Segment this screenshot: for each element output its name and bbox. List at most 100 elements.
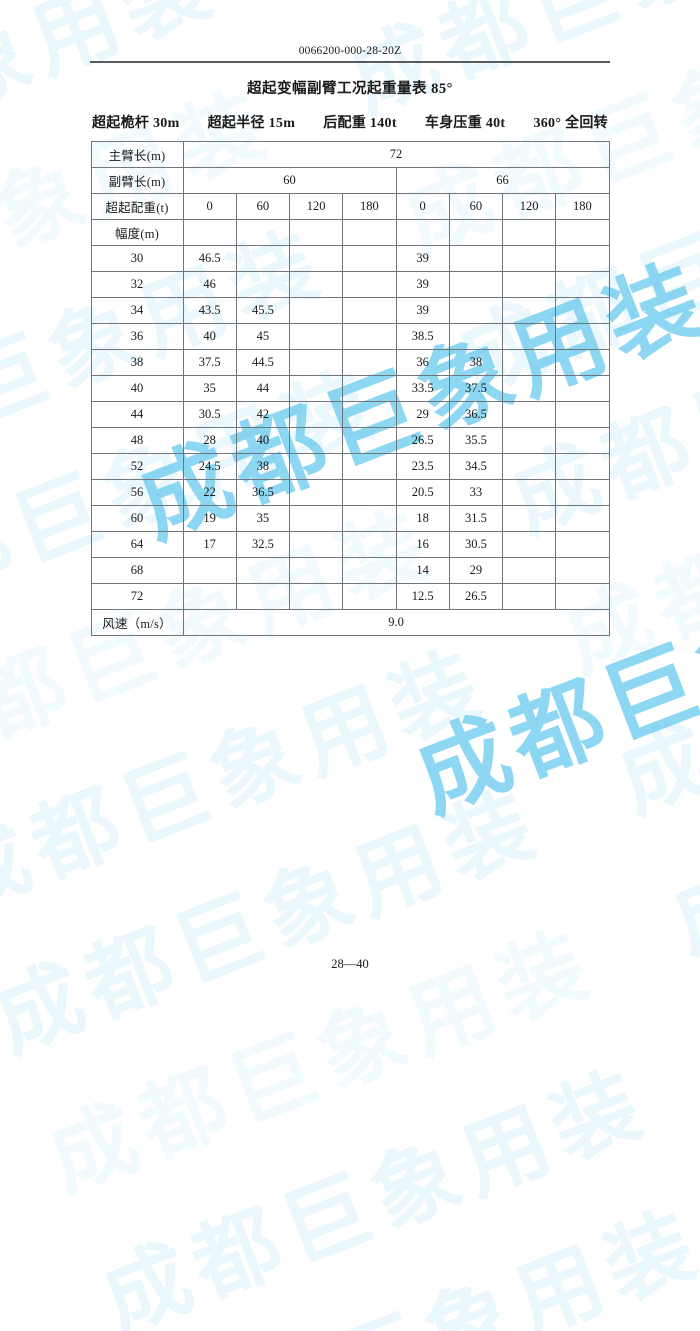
cell-radius: 60 (90, 504, 184, 532)
config-counterweight: 后配重 140t (323, 115, 397, 131)
cell-capacity: 42 (235, 400, 291, 428)
cell-capacity (501, 582, 557, 610)
cell-capacity (342, 322, 397, 350)
cell-capacity (501, 426, 557, 454)
cell-capacity: 39 (395, 270, 450, 298)
cell-capacity: 23.5 (395, 452, 450, 480)
cell-capacity: 22 (182, 478, 237, 506)
cell-capacity (555, 530, 610, 558)
cell-capacity: 33.5 (395, 374, 450, 402)
cell-capacity: 38.5 (395, 322, 450, 350)
config-radius: 超起半径 15m (207, 115, 296, 131)
table-row: 32 46 39 (90, 270, 610, 298)
cell-capacity: 36 (395, 348, 450, 376)
table-row: 36 40 45 38.5 (90, 322, 610, 350)
radius-header-spacer-6 (448, 218, 504, 246)
table-row: 64 17 32.5 16 30.5 (90, 530, 610, 558)
cell-capacity: 46 (182, 270, 237, 298)
cell-radius: 72 (90, 582, 184, 610)
header-rule (90, 61, 610, 63)
cell-capacity: 39 (395, 296, 450, 324)
cell-capacity (288, 530, 344, 558)
cell-capacity (235, 556, 291, 584)
cell-capacity (555, 452, 610, 480)
cell-capacity: 26.5 (448, 582, 504, 610)
row-wind-speed: 风速（m/s） 9.0 (90, 608, 610, 636)
cell-capacity (555, 244, 610, 272)
cell-capacity: 44.5 (235, 348, 291, 376)
label-jib-length: 副臂长(m) (90, 166, 184, 194)
config-mast: 超起桅杆 30m (92, 115, 180, 131)
cell-capacity: 40 (235, 426, 291, 454)
cell-capacity (555, 374, 610, 402)
configuration-line: 超起桅杆 30m 超起半径 15m 后配重 140t 车身压重 40t 360°… (92, 112, 608, 132)
cell-capacity: 45 (235, 322, 291, 350)
cell-capacity (448, 244, 504, 272)
label-superlift-counterweight: 超起配重(t) (90, 192, 184, 220)
cell-radius: 38 (90, 348, 184, 376)
cell-capacity: 43.5 (182, 296, 237, 324)
cell-capacity (342, 504, 397, 532)
radius-header-spacer-8 (555, 218, 610, 246)
cell-radius: 64 (90, 530, 184, 558)
table-row: 40 35 44 33.5 37.5 (90, 374, 610, 402)
radius-header-spacer-4 (342, 218, 397, 246)
cell-radius: 56 (90, 478, 184, 506)
watermark-word: 成都巨象用装 (274, 0, 700, 16)
cell-capacity: 12.5 (395, 582, 450, 610)
cell-capacity (555, 582, 610, 610)
cell-capacity (448, 322, 504, 350)
cell-capacity (555, 556, 610, 584)
cell-capacity: 17 (182, 530, 237, 558)
config-slew: 360° 全回转 (533, 112, 608, 132)
cell-capacity (501, 530, 557, 558)
cell-capacity (555, 504, 610, 532)
cell-capacity: 19 (182, 504, 237, 532)
radius-header-spacer-3 (288, 218, 344, 246)
superlift-header-5: 0 (395, 192, 450, 220)
cell-capacity (288, 478, 344, 506)
cell-capacity (288, 504, 344, 532)
watermark-word: 成都巨象用装 (89, 1052, 663, 1331)
cell-capacity (288, 556, 344, 584)
cell-capacity (342, 400, 397, 428)
document-page: 0066200-000-28-20Z 超起变幅副臂工况起重量表 85° 超起桅杆… (0, 45, 700, 636)
cell-capacity: 26.5 (395, 426, 450, 454)
cell-radius: 36 (90, 322, 184, 350)
cell-capacity: 20.5 (395, 478, 450, 506)
table-row: 56 22 36.5 20.5 33 (90, 478, 610, 506)
superlift-header-6: 60 (448, 192, 504, 220)
cell-capacity: 39 (395, 244, 450, 272)
table-row: 30 46.5 39 (90, 244, 610, 272)
table-row: 34 43.5 45.5 39 (90, 296, 610, 324)
label-radius: 幅度(m) (90, 218, 184, 246)
radius-header-spacer-5 (395, 218, 450, 246)
cell-capacity (501, 504, 557, 532)
superlift-header-8: 180 (555, 192, 610, 220)
document-number: 0066200-000-28-20Z (298, 45, 402, 57)
table-row: 72 12.5 26.5 (90, 582, 610, 610)
radius-header-spacer-7 (501, 218, 557, 246)
row-radius-header: 幅度(m) (90, 218, 610, 246)
cell-capacity: 35 (235, 504, 291, 532)
table-row: 68 14 29 (90, 556, 610, 584)
cell-capacity (501, 244, 557, 272)
cell-capacity (288, 296, 344, 324)
superlift-header-4: 180 (342, 192, 397, 220)
value-main-boom: 72 (182, 140, 610, 168)
cell-capacity (288, 582, 344, 610)
cell-capacity: 34.5 (448, 452, 504, 480)
watermark-word: 成都巨象用装 (659, 672, 700, 973)
watermark-word: 成都巨象用装 (0, 632, 502, 932)
table-row: 48 28 40 26.5 35.5 (90, 426, 610, 454)
cell-capacity (555, 348, 610, 376)
table-row: 52 24.5 38 23.5 34.5 (90, 452, 610, 480)
radius-header-spacer-2 (235, 218, 291, 246)
label-main-boom: 主臂长(m) (90, 140, 184, 168)
jib-group-2: 66 (395, 166, 610, 194)
cell-capacity: 28 (182, 426, 237, 454)
cell-capacity (342, 478, 397, 506)
superlift-header-2: 60 (235, 192, 291, 220)
cell-radius: 40 (90, 374, 184, 402)
cell-capacity (288, 426, 344, 454)
